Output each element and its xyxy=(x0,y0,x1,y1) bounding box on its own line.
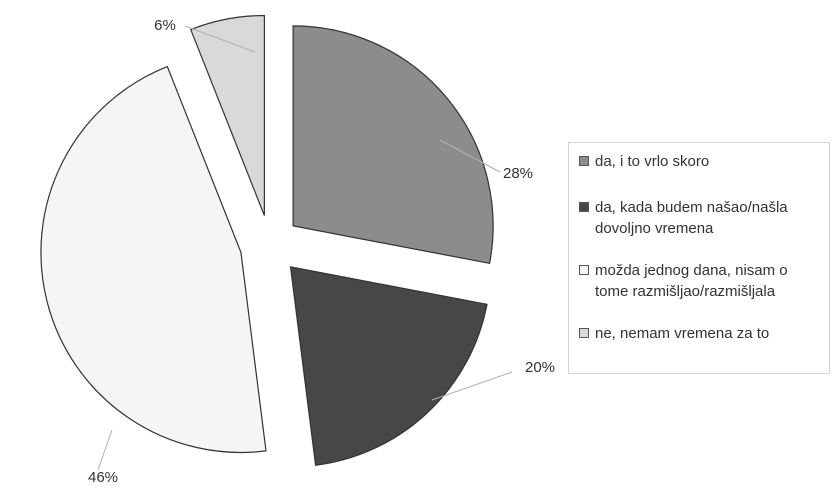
legend-swatch-3 xyxy=(579,328,589,338)
legend-label-0: da, i to vrlo skoro xyxy=(595,153,710,170)
legend-item-1: da, kada budem našao/našla dovoljno vrem… xyxy=(579,197,825,239)
data-label-1: 20% xyxy=(525,359,555,376)
leader-line-1 xyxy=(431,371,513,401)
legend-item-3: ne, nemam vremena za to xyxy=(579,323,825,344)
pie-slice-3 xyxy=(189,14,265,216)
leader-line-0 xyxy=(439,139,501,173)
leader-line-3 xyxy=(184,25,256,53)
legend-label-2: možda jednog dana, nisam o tome razmišlj… xyxy=(595,262,788,300)
pie-slice-1 xyxy=(289,266,488,466)
legend: da, i to vrlo skoro da, kada budem našao… xyxy=(568,142,830,374)
data-label-2: 46% xyxy=(88,469,118,486)
leader-line-2 xyxy=(97,429,113,471)
legend-item-0: da, i to vrlo skoro xyxy=(579,151,825,172)
data-label-0: 28% xyxy=(503,165,533,182)
legend-label-3: ne, nemam vremena za to xyxy=(595,325,770,342)
legend-swatch-1 xyxy=(579,202,589,212)
pie-slice-0 xyxy=(292,25,494,265)
legend-swatch-0 xyxy=(579,156,589,166)
pie-slice-2 xyxy=(40,65,267,454)
data-label-3: 6% xyxy=(154,17,176,34)
legend-item-2: možda jednog dana, nisam o tome razmišlj… xyxy=(579,260,825,302)
legend-label-1: da, kada budem našao/našla dovoljno vrem… xyxy=(595,199,788,237)
legend-swatch-2 xyxy=(579,265,589,275)
